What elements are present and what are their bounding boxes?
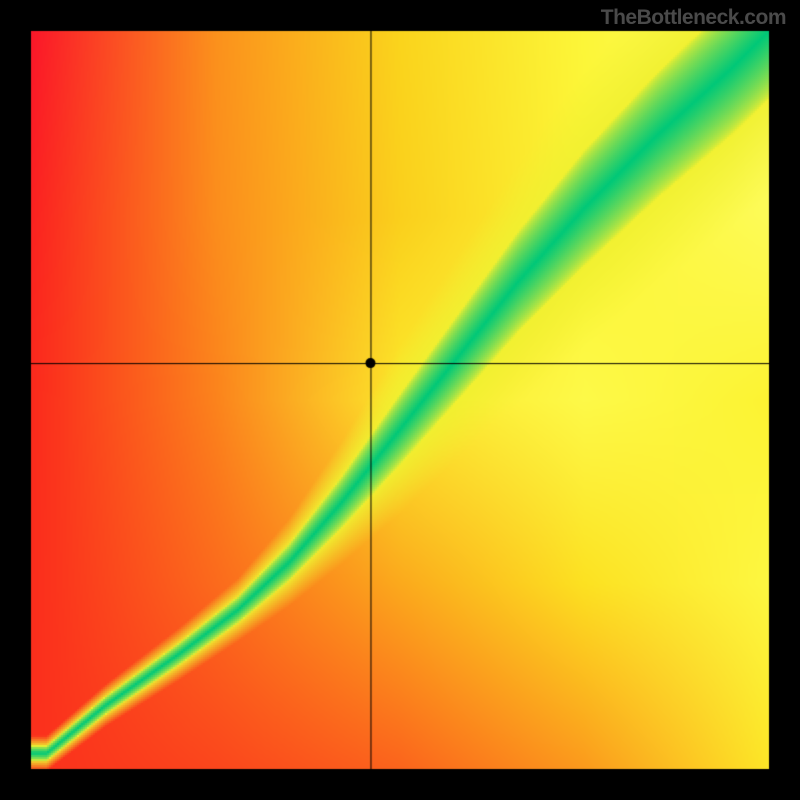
watermark-text: TheBottleneck.com [601,6,786,30]
bottleneck-heatmap-canvas [0,0,800,800]
chart-container: TheBottleneck.com [0,0,800,800]
